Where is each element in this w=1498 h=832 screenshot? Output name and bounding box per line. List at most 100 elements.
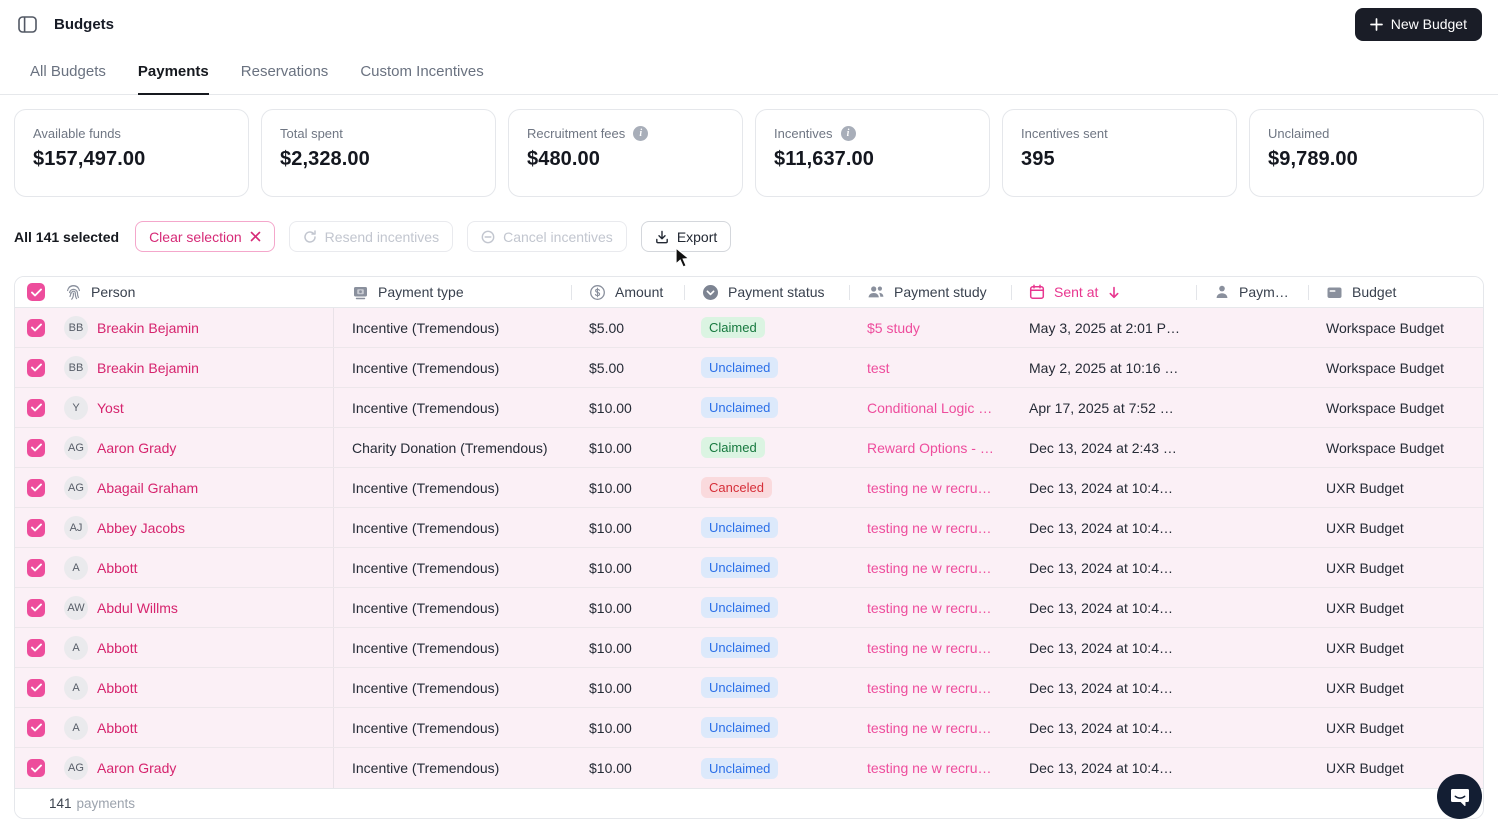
- person-name-link[interactable]: Abbott: [97, 719, 138, 736]
- tab-bar: All Budgets Payments Reservations Custom…: [0, 48, 1498, 95]
- sent-at-cell: Dec 13, 2024 at 10:4…: [1029, 679, 1173, 696]
- sidebar-panel-icon: [17, 15, 37, 33]
- column-header-budget[interactable]: Budget: [1308, 277, 1483, 307]
- info-icon[interactable]: i: [840, 126, 856, 141]
- new-budget-button[interactable]: New Budget: [1354, 7, 1482, 41]
- status-badge: Unclaimed: [701, 557, 779, 578]
- sent-at-cell: May 3, 2025 at 2:01 P…: [1029, 319, 1180, 336]
- clear-selection-button[interactable]: Clear selection: [135, 221, 275, 252]
- payment-study-link[interactable]: testing ne w recru…: [867, 639, 992, 656]
- budget-cell: UXR Budget: [1326, 559, 1404, 576]
- table-row[interactable]: AG Aaron Grady Charity Donation (Tremend…: [15, 428, 1483, 468]
- payment-study-link[interactable]: testing ne w recru…: [867, 679, 992, 696]
- cancel-incentives-button[interactable]: Cancel incentives: [467, 221, 627, 252]
- payment-study-link[interactable]: test: [867, 359, 890, 376]
- stat-label: Incentives sent: [1021, 126, 1108, 141]
- tab-payments[interactable]: Payments: [137, 48, 209, 95]
- status-badge: Unclaimed: [701, 757, 779, 779]
- select-all-checkbox[interactable]: [27, 283, 45, 301]
- column-header-sent-at[interactable]: Sent at: [1011, 277, 1196, 307]
- table-row[interactable]: AG Abagail Graham Incentive (Tremendous)…: [15, 468, 1483, 508]
- row-checkbox[interactable]: [27, 638, 45, 657]
- table-row[interactable]: BB Breakin Bejamin Incentive (Tremendous…: [15, 308, 1483, 348]
- payment-study-link[interactable]: Reward Options - …: [867, 439, 994, 456]
- table-row[interactable]: AW Abdul Willms Incentive (Tremendous) $…: [15, 588, 1483, 628]
- stat-value: $2,328.00: [280, 148, 370, 170]
- row-checkbox[interactable]: [27, 558, 45, 577]
- person-name-link[interactable]: Abbott: [97, 559, 138, 576]
- person-name-link[interactable]: Yost: [97, 399, 124, 416]
- export-button[interactable]: Export: [640, 221, 732, 252]
- row-checkbox[interactable]: [27, 398, 45, 417]
- payment-study-link[interactable]: testing ne w recru…: [867, 760, 992, 776]
- row-checkbox[interactable]: [27, 598, 45, 617]
- table-row[interactable]: BB Breakin Bejamin Incentive (Tremendous…: [15, 348, 1483, 388]
- person-name-link[interactable]: Breakin Bejamin: [97, 319, 199, 336]
- table-row[interactable]: A Abbott Incentive (Tremendous) $10.00 U…: [15, 548, 1483, 588]
- table-row[interactable]: A Abbott Incentive (Tremendous) $10.00 U…: [15, 708, 1483, 748]
- person-name-link[interactable]: Abdul Willms: [97, 599, 178, 616]
- tab-custom-incentives[interactable]: Custom Incentives: [360, 48, 483, 95]
- people-icon: [868, 286, 884, 298]
- table-row[interactable]: A Abbott Incentive (Tremendous) $10.00 U…: [15, 668, 1483, 708]
- resend-incentives-button[interactable]: Resend incentives: [288, 221, 454, 252]
- row-checkbox[interactable]: [27, 478, 45, 497]
- payment-study-link[interactable]: testing ne w recru…: [867, 479, 992, 496]
- payment-study-link[interactable]: testing ne w recru…: [867, 519, 992, 536]
- status-circle-chevron-icon: [703, 284, 718, 300]
- table-row[interactable]: AG Aaron Grady Incentive (Tremendous) $1…: [15, 748, 1483, 788]
- payment-study-link[interactable]: testing ne w recru…: [867, 719, 992, 736]
- column-header-payment-type[interactable]: Payment type: [334, 277, 571, 307]
- avatar-initials: AG: [64, 435, 88, 460]
- export-label: Export: [676, 228, 718, 245]
- budget-cell: Workspace Budget: [1326, 359, 1445, 376]
- budget-cell: UXR Budget: [1326, 679, 1404, 696]
- payment-study-link[interactable]: $5 study: [867, 319, 920, 336]
- stat-label: Total spent: [280, 126, 343, 141]
- sidebar-toggle-button[interactable]: [16, 13, 38, 35]
- column-header-amount[interactable]: Amount: [571, 277, 684, 307]
- row-checkbox[interactable]: [27, 358, 45, 377]
- column-header-payment-status[interactable]: Payment status: [684, 277, 849, 307]
- person-name-link[interactable]: Aaron Grady: [97, 439, 177, 456]
- column-header-payment-by[interactable]: Paym…: [1196, 277, 1308, 307]
- tab-all-budgets[interactable]: All Budgets: [30, 48, 106, 95]
- avatar-initials: BB: [64, 315, 88, 340]
- payment-study-link[interactable]: testing ne w recru…: [867, 559, 992, 576]
- sent-at-cell: Dec 13, 2024 at 10:4…: [1029, 639, 1173, 656]
- column-label: Payment study: [894, 284, 987, 300]
- payment-study-link[interactable]: testing ne w recru…: [867, 599, 992, 616]
- table-row[interactable]: AJ Abbey Jacobs Incentive (Tremendous) $…: [15, 508, 1483, 548]
- payment-study-link[interactable]: Conditional Logic …: [867, 399, 993, 416]
- avatar-initials: AG: [64, 756, 88, 780]
- check-icon: [30, 643, 42, 652]
- table-row[interactable]: A Abbott Incentive (Tremendous) $10.00 U…: [15, 628, 1483, 668]
- check-icon: [30, 288, 42, 296]
- info-icon[interactable]: i: [633, 126, 649, 141]
- person-name-link[interactable]: Aaron Grady: [97, 760, 177, 776]
- sent-at-cell: Dec 13, 2024 at 10:4…: [1029, 760, 1173, 776]
- table-row[interactable]: Y Yost Incentive (Tremendous) $10.00 Unc…: [15, 388, 1483, 428]
- person-name-link[interactable]: Abbott: [97, 679, 138, 696]
- person-name-link[interactable]: Abbott: [97, 639, 138, 656]
- person-name-link[interactable]: Abbey Jacobs: [97, 519, 185, 536]
- person-name-link[interactable]: Abagail Graham: [97, 479, 199, 496]
- budget-cell: UXR Budget: [1326, 479, 1404, 496]
- person-name-link[interactable]: Breakin Bejamin: [97, 359, 199, 376]
- top-bar: Budgets New Budget: [0, 0, 1498, 48]
- column-header-payment-study[interactable]: Payment study: [849, 277, 1011, 307]
- table-header: Person Payment type Amount Payment sta: [15, 277, 1483, 308]
- chat-launcher-button[interactable]: [1437, 774, 1482, 819]
- row-checkbox[interactable]: [27, 718, 45, 737]
- avatar-initials: A: [64, 675, 88, 700]
- row-checkbox[interactable]: [27, 318, 45, 337]
- row-checkbox[interactable]: [27, 759, 45, 777]
- row-checkbox[interactable]: [27, 438, 45, 457]
- avatar-initials: A: [64, 555, 88, 580]
- tab-reservations[interactable]: Reservations: [241, 48, 329, 95]
- column-label: Payment type: [378, 284, 464, 300]
- column-header-person[interactable]: Person: [57, 277, 334, 307]
- row-checkbox[interactable]: [27, 678, 45, 697]
- row-checkbox[interactable]: [27, 518, 45, 537]
- amount-cell: $10.00: [589, 399, 632, 416]
